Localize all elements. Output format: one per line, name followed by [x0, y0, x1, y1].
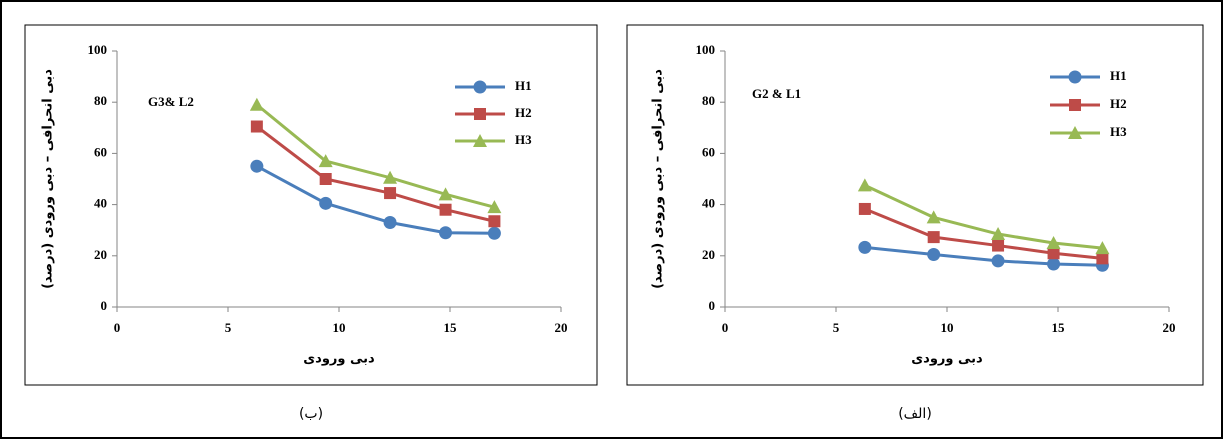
data-point: [318, 154, 333, 168]
data-point: [384, 187, 397, 200]
y-tick-label: 20: [702, 247, 715, 262]
x-tick-label: 10: [333, 320, 346, 335]
chart-title: G2 & L1: [752, 86, 801, 101]
data-point: [991, 227, 1006, 241]
legend-label: H2: [1110, 96, 1127, 111]
legend-marker: [1068, 126, 1082, 139]
y-tick-label: 0: [709, 298, 716, 313]
y-tick-label: 40: [94, 196, 107, 211]
data-point: [319, 196, 333, 210]
x-tick-label: 15: [1052, 320, 1066, 335]
x-axis-label: دبی ورودی: [303, 352, 375, 367]
data-point: [857, 178, 872, 192]
data-point: [926, 210, 941, 224]
y-axis-label: دبی انحرافی – دبی ورودی (درصد): [41, 69, 56, 289]
y-tick-label: 40: [702, 196, 715, 211]
x-tick-label: 20: [1163, 320, 1176, 335]
y-tick-label: 100: [696, 42, 716, 57]
data-point: [1046, 236, 1061, 249]
x-tick-label: 0: [114, 320, 121, 335]
x-axis-label: دبی ورودی: [911, 352, 983, 367]
y-tick-label: 20: [94, 247, 107, 262]
caption: (ب): [299, 406, 323, 422]
x-tick-label: 15: [444, 320, 458, 335]
y-tick-label: 100: [88, 42, 108, 57]
legend-marker: [473, 80, 487, 94]
data-point: [1096, 252, 1109, 265]
legend-label: H3: [1110, 124, 1127, 139]
data-point: [927, 248, 941, 262]
chart-title: G3& L2: [148, 94, 194, 109]
data-point: [249, 97, 264, 111]
series-line: [864, 184, 1103, 250]
data-point: [1047, 257, 1061, 271]
data-point: [1047, 247, 1060, 260]
y-tick-label: 80: [94, 93, 107, 108]
legend-marker: [1069, 99, 1081, 111]
data-point: [383, 216, 397, 230]
x-tick-label: 5: [833, 320, 840, 335]
series-line: [255, 103, 495, 209]
y-tick-label: 0: [101, 298, 108, 313]
y-tick-label: 60: [702, 144, 715, 159]
legend-label: H3: [515, 132, 532, 147]
x-tick-label: 10: [941, 320, 954, 335]
data-point: [319, 173, 332, 185]
data-point: [992, 239, 1005, 252]
y-axis-label: دبی انحرافی – دبی ورودی (درصد): [651, 69, 666, 289]
data-point: [858, 202, 871, 215]
data-point: [439, 203, 452, 216]
panel-frame: [24, 24, 598, 386]
data-point: [1095, 241, 1110, 255]
data-point: [487, 200, 502, 214]
series-line: [864, 245, 1103, 267]
caption: (الف): [898, 406, 932, 422]
x-tick-label: 0: [722, 320, 729, 335]
x-tick-label: 5: [225, 320, 232, 335]
data-point: [438, 187, 453, 201]
data-point: [488, 215, 501, 228]
legend-marker: [474, 108, 486, 120]
legend-label: H2: [515, 105, 532, 120]
series-line: [256, 164, 495, 235]
data-point: [991, 254, 1005, 268]
data-point: [858, 240, 872, 254]
legend-marker: [473, 134, 487, 147]
data-point: [250, 159, 264, 173]
data-point: [439, 226, 453, 240]
legend-label: H1: [515, 78, 532, 93]
data-point: [927, 231, 940, 244]
legend-marker: [1068, 70, 1082, 84]
legend-label: H1: [1110, 68, 1127, 83]
x-tick-label: 20: [555, 320, 568, 335]
data-point: [487, 226, 501, 240]
y-tick-label: 80: [702, 93, 715, 108]
data-point: [250, 120, 263, 133]
data-point: [383, 170, 398, 184]
y-tick-label: 60: [94, 144, 107, 159]
panel-frame: [626, 24, 1204, 386]
